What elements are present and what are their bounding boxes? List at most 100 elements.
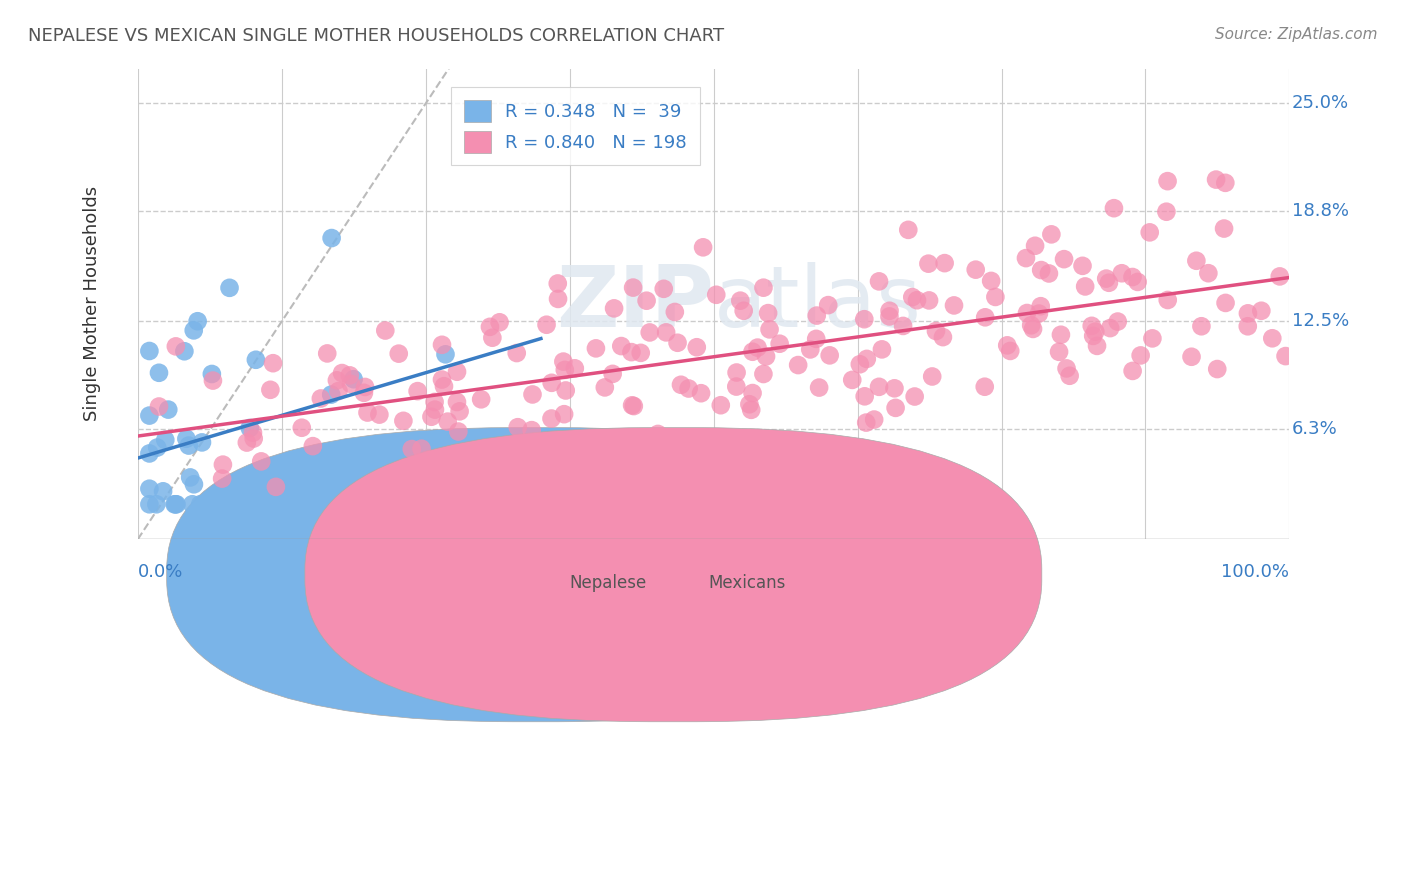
Point <box>755 350 778 364</box>
Point <box>388 346 411 360</box>
Point <box>326 373 349 387</box>
Text: Source: ZipAtlas.com: Source: ZipAtlas.com <box>1215 27 1378 42</box>
Point <box>1080 318 1102 333</box>
Point <box>585 342 607 356</box>
Point <box>1205 172 1227 186</box>
Point <box>891 318 914 333</box>
Point <box>1213 221 1236 235</box>
Point <box>974 310 997 325</box>
Point <box>553 458 575 473</box>
Point <box>669 377 692 392</box>
Point <box>339 368 361 383</box>
Point <box>1029 299 1052 313</box>
Point <box>138 409 160 423</box>
Point <box>868 380 890 394</box>
Point <box>1022 322 1045 336</box>
Text: atlas: atlas <box>714 262 922 345</box>
Point <box>191 435 214 450</box>
Point <box>883 381 905 395</box>
Point <box>239 421 262 435</box>
Point <box>1095 271 1118 285</box>
Point <box>747 341 769 355</box>
Point <box>884 401 907 415</box>
Point <box>242 432 264 446</box>
Point <box>449 404 471 418</box>
Point <box>179 470 201 484</box>
Point <box>917 257 939 271</box>
Point <box>553 407 575 421</box>
Point <box>374 324 396 338</box>
Point <box>165 497 187 511</box>
Point <box>1015 251 1038 265</box>
Point <box>321 387 343 401</box>
Point <box>787 358 810 372</box>
Point <box>984 290 1007 304</box>
Text: 100.0%: 100.0% <box>1222 563 1289 581</box>
Point <box>1121 270 1143 285</box>
Point <box>433 379 456 393</box>
Point <box>817 298 839 312</box>
Point <box>934 256 956 270</box>
Point <box>733 303 755 318</box>
Point <box>470 392 492 407</box>
Point <box>165 339 187 353</box>
Point <box>195 497 218 511</box>
Point <box>368 450 391 465</box>
Point <box>603 301 626 316</box>
Point <box>905 293 928 308</box>
Point <box>443 458 465 473</box>
Legend: R = 0.348   N =  39, R = 0.840   N = 198: R = 0.348 N = 39, R = 0.840 N = 198 <box>451 87 700 165</box>
Point <box>155 433 177 447</box>
Point <box>756 306 779 320</box>
Point <box>1139 225 1161 239</box>
Point <box>430 373 453 387</box>
Point <box>741 344 763 359</box>
Point <box>176 432 198 446</box>
Point <box>564 361 586 376</box>
Point <box>368 408 391 422</box>
Point <box>1028 307 1050 321</box>
Point <box>309 392 332 406</box>
Point <box>411 442 433 456</box>
Point <box>1250 303 1272 318</box>
Point <box>879 310 901 324</box>
Point <box>1191 319 1213 334</box>
Point <box>138 343 160 358</box>
Point <box>1156 174 1178 188</box>
Point <box>554 384 576 398</box>
Point <box>1268 269 1291 284</box>
Point <box>1000 343 1022 358</box>
Point <box>406 384 429 398</box>
Point <box>201 367 224 381</box>
Point <box>339 376 361 391</box>
Point <box>738 397 761 411</box>
Point <box>602 367 624 381</box>
Point <box>806 332 828 346</box>
Point <box>321 231 343 245</box>
Point <box>212 458 235 472</box>
Point <box>1085 339 1108 353</box>
Point <box>183 323 205 337</box>
Point <box>166 497 188 511</box>
Point <box>1083 329 1105 343</box>
Point <box>904 390 927 404</box>
Point <box>1050 327 1073 342</box>
Point <box>478 319 501 334</box>
Point <box>710 398 733 412</box>
Point <box>146 441 169 455</box>
Point <box>655 326 678 340</box>
Point <box>446 395 468 409</box>
Point <box>818 348 841 362</box>
Point <box>475 461 498 475</box>
Point <box>1107 314 1129 328</box>
Point <box>1111 266 1133 280</box>
Point <box>481 331 503 345</box>
Point <box>316 346 339 360</box>
Point <box>356 405 378 419</box>
Point <box>623 399 645 413</box>
Point <box>328 384 350 398</box>
Point <box>621 280 644 294</box>
Point <box>630 346 652 360</box>
Text: ZIP: ZIP <box>555 262 714 345</box>
Point <box>547 277 569 291</box>
